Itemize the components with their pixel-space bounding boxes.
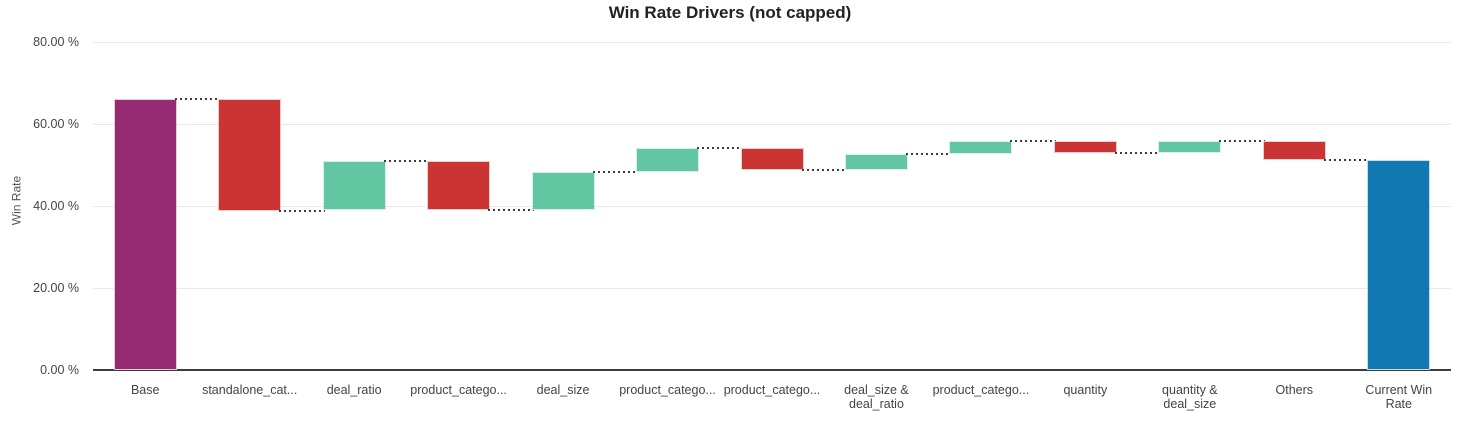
connector-line bbox=[1323, 159, 1370, 162]
waterfall-bar[interactable] bbox=[427, 161, 491, 211]
connector-line bbox=[488, 209, 534, 212]
x-axis-label: Current Win Rate bbox=[1365, 383, 1433, 411]
waterfall-bar[interactable] bbox=[740, 148, 804, 170]
y-tick-label: 20.00 % bbox=[33, 281, 79, 295]
y-gridline bbox=[93, 124, 1451, 125]
y-tick-label: 80.00 % bbox=[33, 35, 79, 49]
connector-line bbox=[1114, 151, 1161, 154]
x-axis-label: Others bbox=[1275, 383, 1314, 397]
connector-line bbox=[1219, 140, 1265, 143]
waterfall-bar[interactable] bbox=[636, 148, 700, 172]
waterfall-bar[interactable] bbox=[322, 161, 386, 211]
waterfall-bar[interactable] bbox=[1367, 160, 1431, 370]
x-axis-label: deal_size bbox=[536, 383, 590, 397]
connector-line bbox=[592, 170, 639, 173]
x-axis-label: product_catego... bbox=[723, 383, 821, 397]
y-tick-label: 0.00 % bbox=[40, 363, 79, 377]
y-gridline bbox=[93, 288, 1451, 289]
connector-line bbox=[905, 152, 952, 155]
connector-line bbox=[279, 209, 325, 212]
connector-line bbox=[697, 147, 743, 150]
x-axis-label: product_catego... bbox=[932, 383, 1030, 397]
connector-line bbox=[1010, 140, 1056, 143]
connector-line bbox=[383, 160, 430, 163]
y-gridline bbox=[93, 42, 1451, 43]
connector-line bbox=[174, 97, 221, 100]
x-axis-label: quantity bbox=[1063, 383, 1108, 397]
waterfall-bar[interactable] bbox=[218, 98, 282, 211]
y-tick-label: 40.00 % bbox=[33, 199, 79, 213]
y-gridline bbox=[93, 206, 1451, 207]
waterfall-bar[interactable] bbox=[1053, 141, 1117, 153]
x-axis-label: Base bbox=[130, 383, 160, 397]
y-tick-label: 60.00 % bbox=[33, 117, 79, 131]
x-axis-line bbox=[93, 369, 1451, 371]
waterfall-bar[interactable] bbox=[1262, 141, 1326, 161]
x-axis-label: standalone_cat... bbox=[202, 383, 298, 397]
waterfall-bar[interactable] bbox=[949, 141, 1013, 154]
chart-title: Win Rate Drivers (not capped) bbox=[608, 3, 852, 22]
waterfall-bar[interactable] bbox=[1158, 141, 1222, 153]
x-axis-label: deal_ratio bbox=[326, 383, 382, 397]
waterfall-bar[interactable] bbox=[531, 171, 595, 211]
connector-line bbox=[801, 168, 847, 171]
waterfall-bar[interactable] bbox=[113, 98, 177, 370]
x-axis-label: product_catego... bbox=[619, 383, 716, 397]
waterfall-bar[interactable] bbox=[844, 153, 908, 170]
x-axis-label: quantity & deal_size bbox=[1162, 383, 1218, 411]
x-axis-label: deal_size & deal_ratio bbox=[844, 383, 909, 411]
x-axis-label: product_catego... bbox=[410, 383, 507, 397]
